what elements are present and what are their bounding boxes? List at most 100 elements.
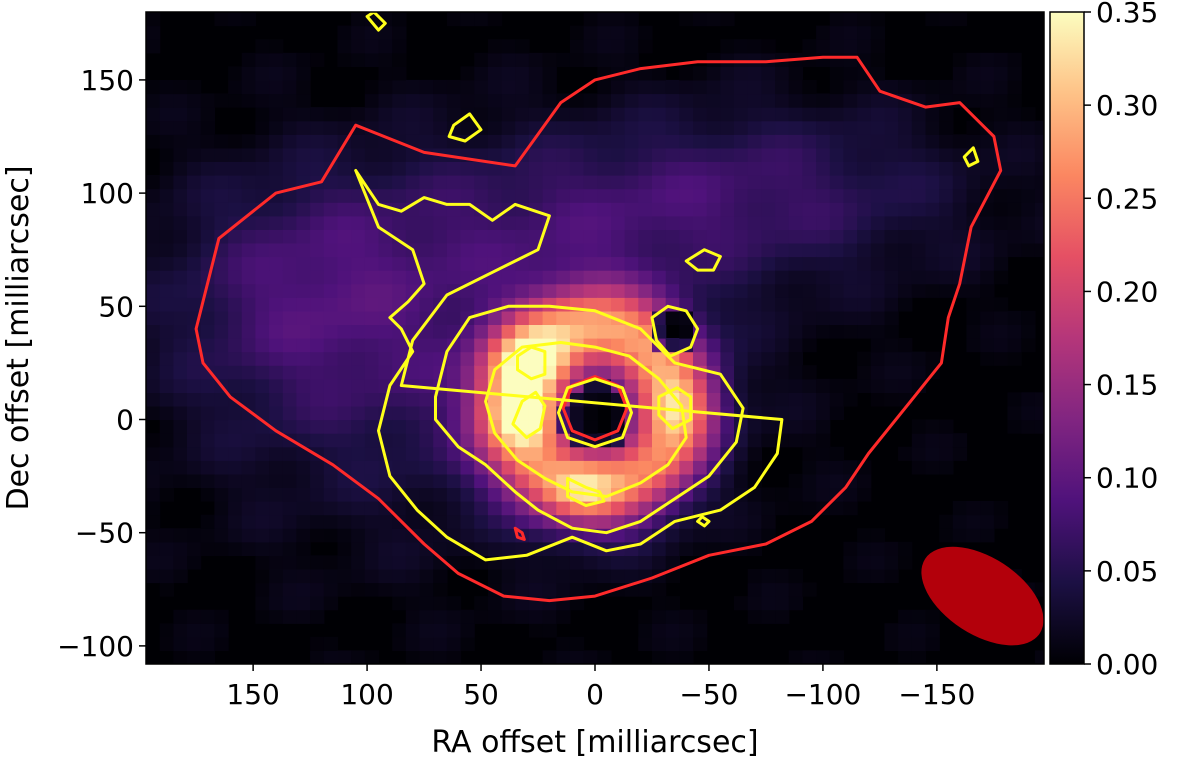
heatmap-cell: [228, 256, 243, 271]
heatmap-cell: [747, 107, 762, 122]
heatmap-cell: [419, 175, 434, 190]
heatmap-cell: [638, 324, 653, 339]
heatmap-cell: [255, 460, 270, 475]
heatmap-cell: [706, 134, 721, 149]
heatmap-cell: [870, 555, 886, 570]
heatmap-cell: [542, 229, 557, 244]
heatmap-cell: [556, 229, 571, 244]
heatmap-cell: [843, 568, 858, 584]
heatmap-cell: [351, 324, 366, 339]
heatmap-cell: [282, 202, 298, 217]
heatmap-cell: [993, 93, 1009, 108]
heatmap-cell: [638, 405, 653, 421]
heatmap-cell: [542, 609, 557, 624]
heatmap-cell: [351, 582, 366, 597]
heatmap-cell: [816, 107, 831, 122]
heatmap-cell: [337, 419, 352, 434]
heatmap-cell: [200, 623, 215, 638]
heatmap-cell: [816, 120, 831, 135]
heatmap-cell: [528, 514, 544, 529]
heatmap-cell: [870, 365, 886, 380]
heatmap-cell: [952, 229, 968, 244]
heatmap-cell: [501, 460, 516, 475]
heatmap-cell: [378, 161, 393, 176]
heatmap-cell: [583, 120, 598, 135]
heatmap-cell: [829, 25, 845, 40]
heatmap-cell: [392, 582, 407, 597]
heatmap-cell: [747, 202, 762, 217]
heatmap-cell: [1007, 147, 1022, 162]
heatmap-cell: [747, 270, 762, 285]
heatmap-cell: [296, 392, 311, 407]
heatmap-cell: [282, 460, 298, 475]
heatmap-cell: [323, 636, 339, 651]
heatmap-cell: [802, 405, 817, 421]
heatmap-cell: [501, 52, 516, 67]
heatmap-cell: [159, 256, 174, 271]
heatmap-cell: [419, 229, 434, 244]
heatmap-cell: [255, 39, 270, 54]
heatmap-cell: [857, 270, 872, 285]
heatmap-cell: [214, 501, 229, 516]
heatmap-cell: [857, 39, 872, 54]
heatmap-cell: [528, 609, 544, 624]
heatmap-cell: [228, 79, 243, 95]
heatmap-cell: [1034, 134, 1044, 149]
heatmap-cell: [542, 134, 557, 149]
heatmap-cell: [173, 528, 188, 543]
heatmap-cell: [802, 473, 817, 488]
heatmap-cell: [542, 52, 557, 67]
heatmap-cell: [146, 25, 161, 40]
heatmap-cell: [911, 460, 927, 475]
heatmap-cell: [405, 161, 421, 176]
x-tick-label: −150: [898, 678, 975, 711]
heatmap-cell: [542, 283, 557, 298]
contour-inner-circle: [557, 377, 633, 449]
heatmap-cell: [706, 433, 721, 448]
heatmap-cell: [857, 242, 872, 258]
heatmap-cell: [638, 39, 653, 54]
heatmap-cell: [966, 501, 981, 516]
heatmap-cell: [857, 79, 872, 95]
heatmap-cell: [980, 297, 995, 312]
heatmap-cell: [597, 134, 612, 149]
heatmap-cell: [816, 392, 831, 407]
heatmap-cell: [446, 107, 462, 122]
heatmap-cell: [282, 338, 298, 353]
heatmap-cell: [433, 473, 448, 488]
heatmap-cell: [939, 270, 954, 285]
heatmap-cell: [173, 270, 188, 285]
heatmap-cell: [351, 52, 366, 67]
heatmap-cell: [624, 188, 639, 203]
heatmap-cell: [1007, 202, 1022, 217]
heatmap-cell: [870, 229, 886, 244]
heatmap-cell: [569, 52, 585, 67]
heatmap-cell: [884, 107, 899, 122]
heatmap-cell: [392, 93, 407, 108]
heatmap-cell: [939, 147, 954, 162]
heatmap-cell: [802, 365, 817, 380]
heatmap-cell: [310, 310, 325, 325]
heatmap-cell: [665, 501, 680, 516]
heatmap-cell: [337, 256, 352, 271]
heatmap-cell: [419, 514, 434, 529]
heatmap-cell: [337, 39, 352, 54]
heatmap-cell: [323, 446, 339, 461]
heatmap-cell: [911, 365, 927, 380]
heatmap-cell: [652, 66, 667, 81]
heatmap-cell: [364, 501, 380, 516]
heatmap-cell: [460, 161, 475, 176]
heatmap-cell: [501, 609, 516, 624]
heatmap-cell: [337, 514, 352, 529]
heatmap-cell: [611, 12, 626, 27]
heatmap-cell: [925, 120, 940, 135]
heatmap-cell: [652, 297, 667, 312]
heatmap-cell: [597, 120, 612, 135]
heatmap-cell: [1034, 202, 1044, 217]
heatmap-cell: [364, 161, 380, 176]
heatmap-cell: [898, 175, 913, 190]
heatmap-cell: [187, 392, 202, 407]
heatmap-cell: [214, 446, 229, 461]
heatmap-cell: [857, 283, 872, 298]
heatmap-cell: [939, 528, 954, 543]
